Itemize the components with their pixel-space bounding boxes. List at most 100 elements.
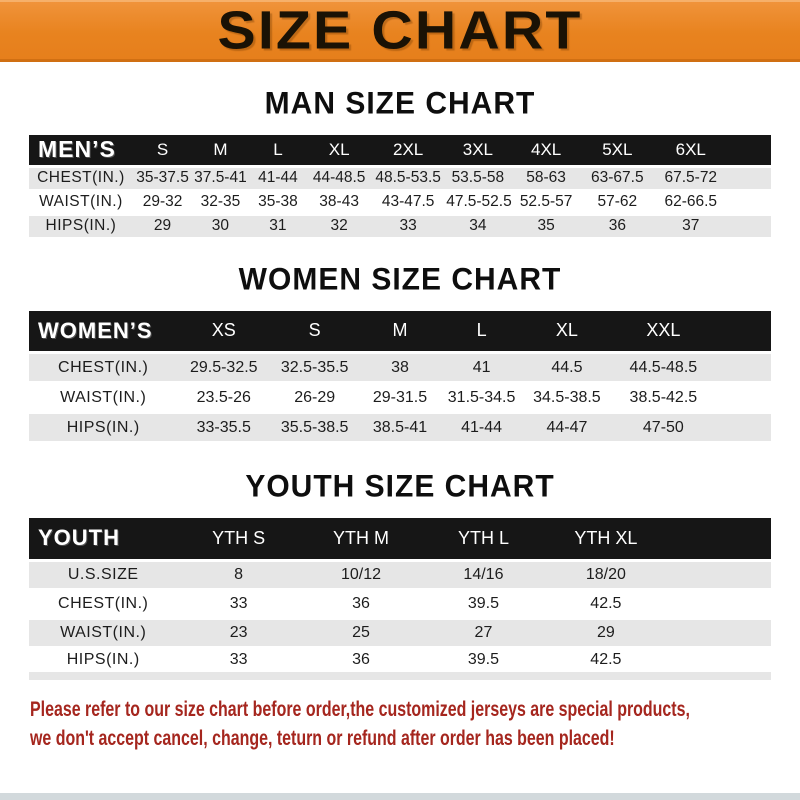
header-row: YOUTH YTH S YTH M YTH L YTH XL: [29, 518, 771, 562]
spacer-cell: [667, 647, 771, 678]
measure-value: 29-31.5: [359, 382, 441, 414]
measure-row: CHEST(IN.) 35-37.5 37.5-41 41-44 44-48.5 48.5…: [29, 166, 771, 192]
measure-value: 29: [544, 618, 668, 649]
spacer-cell: [667, 618, 771, 649]
size-column-header: S: [132, 135, 193, 168]
measure-value: 29: [132, 214, 193, 240]
measure-value: 53.5-58: [445, 166, 511, 192]
measure-value: 37: [652, 214, 729, 240]
group-label: WOMEN’S: [29, 310, 178, 354]
measure-value: 25: [299, 618, 423, 649]
measure-value: 38-43: [307, 190, 372, 216]
measure-value: 62-66.5: [652, 190, 729, 216]
spacer-cell: [715, 412, 771, 444]
spacer-cell: [728, 190, 771, 216]
header-row: WOMEN’S XS S M L XL XXL: [29, 310, 771, 354]
measure-label: WAIST(IN.): [29, 618, 178, 649]
spacer-cell: [728, 166, 771, 192]
measure-value: 44-48.5: [307, 166, 372, 192]
measure-value: 33: [371, 214, 446, 240]
disclaimer-line-2: we don't accept cancel, change, teturn o…: [30, 727, 615, 750]
measure-label: WAIST(IN.): [29, 382, 178, 414]
men-size-table: MEN’S S M L XL 2XL 3XL 4XL 5XL 6XL CHEST(IN.) 35-3…: [29, 135, 771, 240]
size-column-header: 2XL: [371, 135, 446, 168]
measure-value: 33-35.5: [177, 412, 271, 444]
measure-row: WAIST(IN.) 29-32 32-35 35-38 38-43 43-47.5 47.…: [29, 190, 771, 216]
spacer-cell: [715, 382, 771, 414]
measure-value: 35-37.5: [132, 166, 193, 192]
size-column-header: YTH L: [422, 518, 545, 562]
spacer-cell: [667, 589, 771, 620]
size-column-header: YTH XL: [544, 518, 668, 562]
measure-value: 31.5-34.5: [440, 382, 523, 414]
measure-row: U.S.SIZE 8 10/12 14/16 18/20: [29, 560, 771, 591]
measure-value: 52.5-57: [510, 190, 582, 216]
measure-value: 26-29: [270, 382, 360, 414]
measure-value: 18/20: [544, 560, 668, 591]
measure-value: 38: [359, 352, 441, 384]
measure-value: 41-44: [248, 166, 308, 192]
measure-value: 36: [581, 214, 653, 240]
measure-label: WAIST(IN.): [29, 190, 133, 216]
measure-value: 37.5-41: [192, 166, 249, 192]
measure-value: 35.5-38.5: [270, 412, 360, 444]
measure-row: HIPS(IN.) 33 36 39.5 42.5: [29, 647, 771, 678]
size-column-header: L: [440, 310, 523, 354]
measure-value: 42.5: [544, 647, 668, 678]
measure-value: 57-62: [581, 190, 653, 216]
measure-label: CHEST(IN.): [29, 166, 133, 192]
measure-value: 39.5: [422, 589, 545, 620]
spacer-cell: [715, 310, 771, 354]
youth-size-table: YOUTH YTH S YTH M YTH L YTH XL U.S.SIZE 8 10/1…: [29, 518, 771, 680]
size-chart-banner: SIZE CHART: [0, 0, 800, 62]
measure-value: 23: [177, 618, 300, 649]
measure-value: 29-32: [132, 190, 193, 216]
spacer-cell: [728, 214, 771, 240]
measure-value: 33: [177, 647, 300, 678]
size-column-header: S: [270, 310, 360, 354]
measure-value: 31: [248, 214, 308, 240]
measure-row: HIPS(IN.) 29 30 31 32 33 34 35 36 37: [29, 214, 771, 240]
measure-value: 34: [445, 214, 511, 240]
bottom-edge-bar: [0, 793, 800, 800]
measure-value: 14/16: [422, 560, 545, 591]
measure-value: 34.5-38.5: [522, 382, 612, 414]
size-column-header: M: [359, 310, 441, 354]
measure-value: 23.5-26: [177, 382, 271, 414]
spacer-cell: [667, 518, 771, 562]
order-disclaimer: Please refer to our size chart before or…: [30, 695, 800, 753]
banner-title: SIZE CHART: [217, 0, 583, 61]
measure-label: HIPS(IN.): [29, 214, 133, 240]
measure-value: 36: [299, 589, 423, 620]
measure-value: 67.5-72: [652, 166, 729, 192]
size-column-header: L: [248, 135, 308, 168]
women-size-table: WOMEN’S XS S M L XL XXL CHEST(IN.) 29.5-32.5 32.…: [29, 310, 771, 444]
measure-value: 47.5-52.5: [445, 190, 512, 216]
measure-row: WAIST(IN.) 23 25 27 29: [29, 618, 771, 649]
measure-label: HIPS(IN.): [29, 647, 178, 678]
spacer-cell: [667, 560, 771, 591]
measure-value: 41-44: [440, 412, 523, 444]
size-column-header: XL: [522, 310, 612, 354]
spacer-cell: [715, 352, 771, 384]
size-column-header: 5XL: [581, 135, 653, 168]
measure-value: 35-38: [248, 190, 308, 216]
measure-value: 39.5: [422, 647, 545, 678]
measure-value: 63-67.5: [581, 166, 653, 192]
measure-value: 48.5-53.5: [371, 166, 446, 192]
size-column-header: 3XL: [445, 135, 511, 168]
measure-value: 8: [177, 560, 300, 591]
measure-value: 38.5-41: [359, 412, 441, 444]
size-column-header: 4XL: [510, 135, 582, 168]
size-column-header: 6XL: [652, 135, 729, 168]
measure-label: CHEST(IN.): [29, 352, 178, 384]
measure-row: WAIST(IN.) 23.5-26 26-29 29-31.5 31.5-34.5 34…: [29, 382, 771, 414]
measure-value: 44-47: [522, 412, 612, 444]
measure-value: 29.5-32.5: [177, 352, 271, 384]
disclaimer-line-1: Please refer to our size chart before or…: [30, 698, 690, 721]
measure-value: 38.5-42.5: [611, 382, 716, 414]
measure-label: HIPS(IN.): [29, 412, 178, 444]
measure-value: 36: [299, 647, 423, 678]
measure-value: 43-47.5: [371, 190, 446, 216]
measure-value: 42.5: [544, 589, 668, 620]
